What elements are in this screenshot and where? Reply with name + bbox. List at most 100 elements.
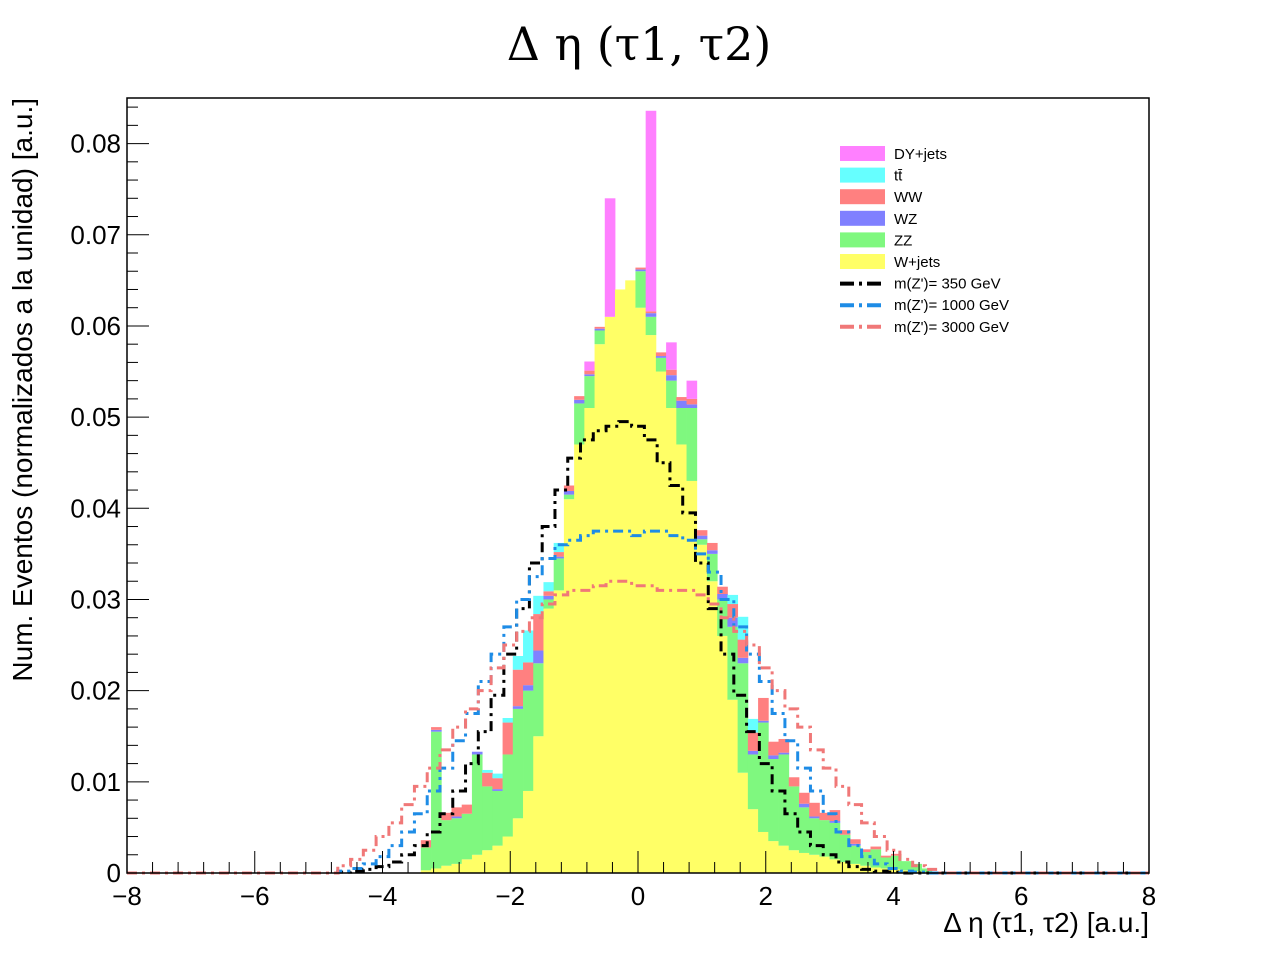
- bar-w-jets-1: [431, 868, 442, 873]
- bar-dy-jets-18: [604, 198, 616, 317]
- bar-dy-jets-26: [686, 380, 698, 399]
- bar-w-jets-23: [655, 371, 667, 873]
- bar-w-jets-7: [492, 845, 503, 873]
- bar-tt--13: [553, 542, 565, 553]
- bar-zz-5: [471, 754, 483, 855]
- legend-label: m(Z')= 1000 GeV: [894, 297, 1009, 314]
- bar-wz-33: [758, 720, 769, 723]
- bar-w-jets-34: [768, 841, 779, 873]
- bar-zz-11: [533, 663, 544, 737]
- legend-label: WZ: [894, 211, 917, 228]
- legend-swatch: [840, 210, 885, 226]
- bar-ww-6: [482, 772, 493, 787]
- bar-zz-40: [829, 822, 841, 860]
- bar-zz-13: [553, 558, 565, 591]
- chart-title: Δ η (τ1, τ2): [507, 17, 772, 71]
- bar-ww-15: [574, 396, 585, 400]
- legend: DY+jets tt̄ WW WZ ZZ W+jets m(Z')= 350 GeV m(Z'…: [840, 146, 1009, 336]
- x-tick-label: 8: [1142, 881, 1156, 911]
- bar-wz-30: [727, 617, 739, 627]
- bar-w-jets-10: [523, 790, 534, 873]
- bar-w-jets-21: [635, 307, 647, 873]
- x-tick-label: 4: [886, 881, 900, 911]
- y-tick-label: 0: [107, 858, 121, 888]
- x-tick-label: 6: [1014, 881, 1028, 911]
- bar-wz-23: [655, 356, 667, 358]
- bar-ww-22: [645, 311, 657, 314]
- bar-w-jets-32: [747, 809, 759, 873]
- bar-zz-41: [839, 834, 851, 863]
- bar-zz-27: [696, 539, 708, 545]
- bar-wz-27: [696, 535, 708, 540]
- bar-zz-33: [758, 722, 769, 832]
- y-tick-label: 0.04: [70, 493, 121, 523]
- legend-label: W+jets: [894, 254, 940, 271]
- bar-zz-30: [727, 626, 739, 700]
- bar-ww-37: [798, 792, 810, 804]
- bar-ww-26: [686, 398, 698, 405]
- bar-dy-jets-24: [666, 342, 677, 370]
- bar-ww-10: [523, 662, 534, 686]
- bar-w-jets-26: [686, 480, 698, 873]
- bar-ww-39: [819, 812, 831, 821]
- bar-dy-jets-22: [645, 110, 657, 312]
- bar-w-jets-2: [441, 865, 452, 873]
- bar-zz-15: [574, 403, 585, 445]
- legend-swatch: [840, 254, 885, 269]
- legend-swatch: [840, 167, 885, 183]
- bar-zz-10: [523, 690, 534, 791]
- bar-ww-40: [829, 810, 841, 822]
- bar-ww-25: [676, 397, 687, 401]
- bar-tt--9: [512, 656, 524, 670]
- bar-wz-35: [778, 752, 790, 755]
- bar-wz-13: [553, 556, 565, 559]
- bar-w-jets-20: [625, 280, 636, 874]
- x-tick-label: −4: [368, 881, 398, 911]
- bar-zz-21: [635, 271, 647, 308]
- bar-ww-34: [768, 741, 779, 756]
- y-tick-label: 0.05: [70, 402, 121, 432]
- y-tick-label: 0.08: [70, 129, 121, 159]
- x-tick-label: −2: [495, 881, 525, 911]
- bar-w-jets-3: [451, 863, 463, 873]
- bar-wz-26: [686, 404, 698, 408]
- bar-zz-25: [676, 408, 687, 445]
- bar-ww-4: [461, 804, 473, 814]
- legend-label: ZZ: [894, 232, 912, 249]
- bar-zz-22: [645, 316, 657, 336]
- bar-wz-11: [533, 650, 544, 664]
- bar-w-jets-16: [584, 408, 595, 873]
- x-axis-label: Δ η (τ1, τ2) [a.u.]: [943, 907, 1149, 938]
- bar-wz-37: [798, 803, 810, 808]
- legend-label: m(Z')= 350 GeV: [894, 276, 1001, 293]
- bar-wz-42: [850, 843, 861, 846]
- bar-tt--7: [492, 773, 503, 779]
- bar-zz-44: [870, 849, 882, 868]
- bar-w-jets-29: [717, 635, 728, 873]
- bar-wz-17: [594, 328, 606, 331]
- bar-wz-14: [563, 490, 575, 495]
- bar-ww-27: [696, 530, 708, 536]
- bar-zz-2: [441, 820, 452, 866]
- bar-ww-24: [666, 369, 677, 376]
- bar-zz-28: [706, 553, 718, 582]
- bar-zz-1: [431, 731, 442, 869]
- bar-zz-47: [901, 861, 912, 871]
- bar-zz-43: [860, 852, 871, 866]
- bar-w-jets-18: [604, 316, 616, 874]
- bar-zz-49: [921, 868, 933, 873]
- bar-w-jets-42: [850, 863, 861, 873]
- bar-wz-3: [451, 816, 463, 819]
- bar-ww-36: [788, 777, 800, 787]
- y-tick-label: 0.03: [70, 584, 121, 614]
- bar-w-jets-30: [727, 699, 739, 873]
- bar-wz-9: [512, 706, 524, 709]
- bar-w-jets-4: [461, 859, 473, 873]
- bar-zz-42: [850, 845, 861, 864]
- bar-ww-46: [890, 853, 902, 856]
- bar-w-jets-46: [890, 869, 902, 873]
- bar-wz-38: [809, 816, 820, 819]
- bar-wz-24: [666, 375, 677, 381]
